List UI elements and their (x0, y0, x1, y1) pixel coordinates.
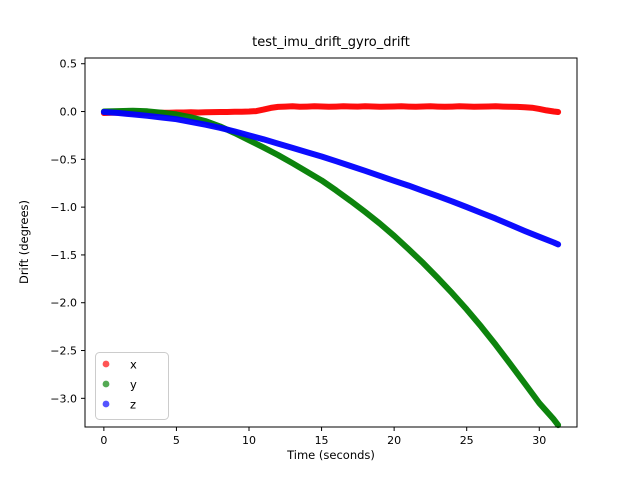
y-tick-label: −2.0 (50, 297, 77, 310)
y-tick-label: −2.5 (50, 345, 77, 358)
legend-marker-y-icon (102, 380, 110, 388)
x-tick-label: 15 (315, 434, 329, 447)
x-axis-ticks: 0 5 10 15 20 25 30 (100, 427, 546, 447)
series-y-line (100, 107, 562, 429)
x-tick-label: 5 (173, 434, 180, 447)
x-tick-label: 25 (460, 434, 474, 447)
y-axis-label: Drift (degrees) (17, 200, 31, 284)
y-tick-label: 0.0 (60, 106, 78, 119)
y-tick-label: −1.5 (50, 249, 77, 262)
y-tick-label: 0.5 (60, 58, 78, 71)
y-tick-label: −1.0 (50, 201, 77, 214)
x-tick-label: 10 (242, 434, 256, 447)
x-axis-label: Time (seconds) (286, 448, 375, 462)
x-tick-label: 20 (387, 434, 401, 447)
legend-box (95, 352, 169, 420)
x-tick-label: 0 (100, 434, 107, 447)
y-axis-ticks: 0.5 0.0 −0.5 −1.0 −1.5 −2.0 −2.5 −3.0 (50, 58, 85, 405)
legend: x y z (95, 352, 169, 420)
x-tick-label: 30 (532, 434, 546, 447)
legend-marker-z-icon (102, 400, 110, 408)
series-z-line (100, 109, 562, 248)
y-tick-label: −0.5 (50, 153, 77, 166)
legend-label-y: y (130, 378, 137, 392)
chart-title: test_imu_drift_gyro_drift (252, 35, 410, 50)
legend-marker-x-icon (102, 360, 110, 368)
legend-label-z: z (130, 398, 136, 412)
y-tick-label: −3.0 (50, 392, 77, 405)
axes-frame (84, 57, 578, 428)
legend-label-x: x (130, 358, 137, 372)
series-layer (100, 103, 562, 429)
